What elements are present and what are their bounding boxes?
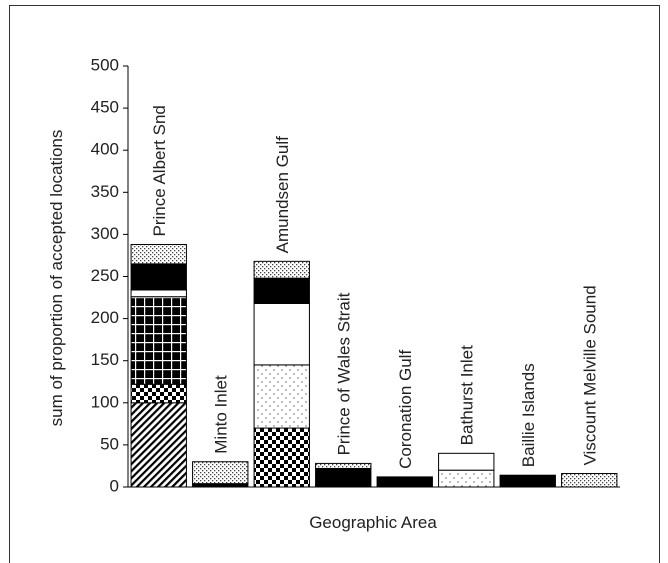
y-tick-label: 250: [91, 266, 119, 285]
y-axis-title: sum of proportion of accepted locations: [47, 130, 66, 427]
bar-segment: [192, 461, 249, 485]
bar-segment: [130, 296, 187, 385]
bar-segment: [192, 483, 249, 488]
x-axis-title: Geographic Area: [309, 513, 437, 532]
y-tick-label: 500: [91, 55, 119, 74]
bar-segment: [253, 277, 310, 304]
category-label: Baillie Islands: [519, 363, 538, 467]
category-label: Amundsen Gulf: [273, 136, 292, 253]
bar-segment: [130, 244, 187, 265]
bar-segment: [130, 289, 187, 298]
y-tick-label: 0: [110, 476, 119, 495]
category-label: Prince Albert Snd: [150, 105, 169, 236]
bar-segment: [315, 467, 372, 488]
y-tick-label: 400: [91, 140, 119, 159]
bar-segment: [438, 452, 495, 471]
y-tick-label: 100: [91, 392, 119, 411]
bar-segment: [561, 473, 618, 488]
category-label: Bathurst Inlet: [457, 345, 476, 445]
category-label: Prince of Wales Strait: [334, 292, 353, 455]
bar-segment: [130, 402, 187, 488]
bar-segment: [130, 383, 187, 404]
bar-segment: [253, 260, 310, 279]
bar-segment: [376, 476, 433, 488]
bar-segment: [130, 263, 187, 291]
y-tick-label: 450: [91, 98, 119, 117]
y-tick-label: 50: [100, 434, 119, 453]
bar-segment: [438, 469, 495, 488]
category-label: Minto Inlet: [211, 375, 230, 454]
y-tick-label: 300: [91, 224, 119, 243]
bar-segment: [499, 474, 556, 488]
category-label: Viscount Melville Sound: [580, 285, 599, 465]
category-label: Coronation Gulf: [396, 350, 415, 469]
frame: [9, 5, 660, 563]
y-tick-label: 350: [91, 182, 119, 201]
bar-segment: [253, 364, 310, 429]
y-tick-label: 200: [91, 308, 119, 327]
bar-segment: [253, 302, 310, 366]
y-tick-label: 150: [91, 350, 119, 369]
bar-segment: [315, 462, 372, 469]
bar-segment: [253, 427, 310, 488]
